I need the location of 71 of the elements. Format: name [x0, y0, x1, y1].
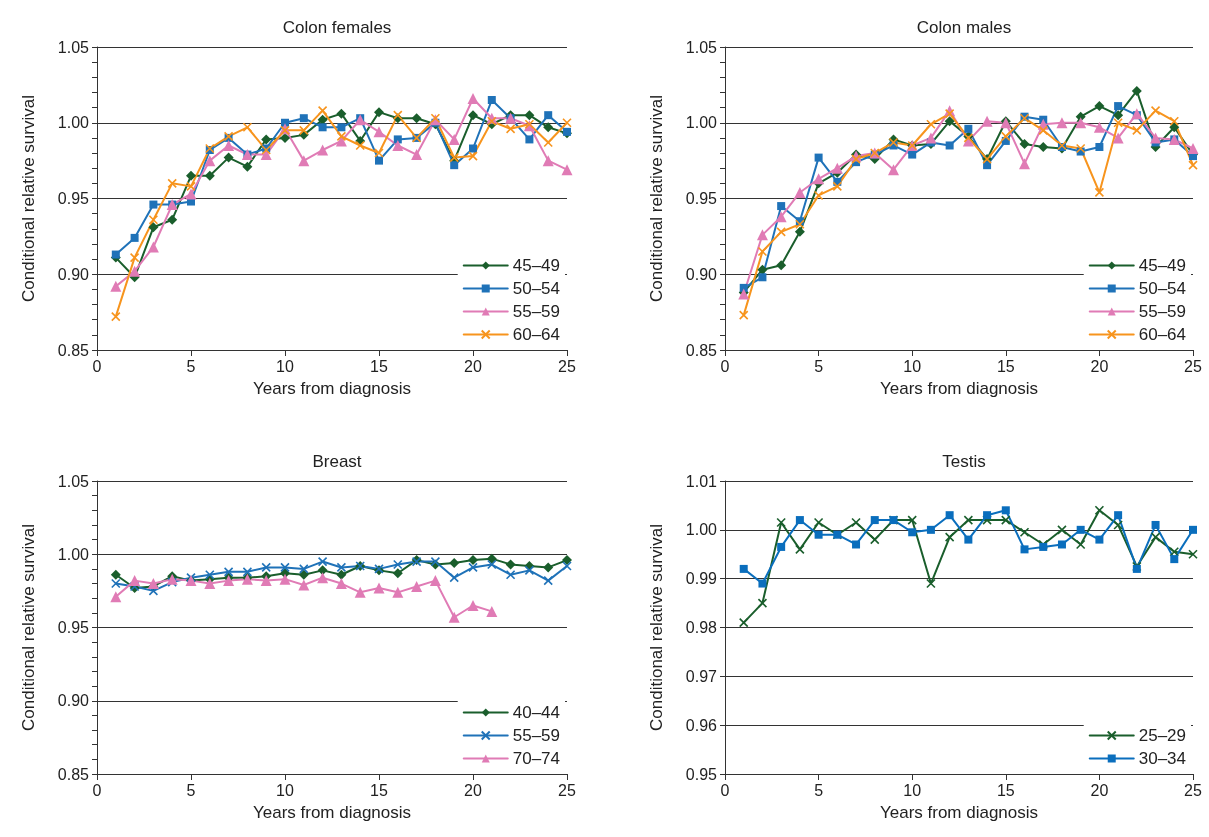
y-axis-title: Conditional relative survival	[647, 95, 666, 302]
x-axis-title: Years from diagnosis	[252, 379, 412, 398]
y-tick-label: 1.05	[57, 38, 90, 56]
y-tick-label: 0.95	[57, 190, 90, 207]
y-tick-label: 0.95	[685, 190, 718, 207]
chart-title: Colon females	[282, 18, 392, 37]
y-tick-label: 0.99	[685, 570, 718, 588]
y-tick-label: 0.85	[57, 341, 90, 359]
legend-label: 70–74	[512, 749, 561, 768]
y-tick-label: 0.90	[685, 265, 718, 283]
x-tick-label: 5	[186, 357, 196, 375]
x-tick-label: 10	[903, 357, 922, 375]
x-tick-label: 20	[464, 781, 482, 799]
legend-label: 50–54	[512, 279, 561, 298]
legend-label: 25–29	[1138, 726, 1187, 745]
y-tick-label: 1.00	[685, 114, 718, 132]
x-tick-label: 15	[996, 357, 1015, 375]
x-tick-label: 25	[558, 357, 576, 375]
x-axis-title: Years from diagnosis	[252, 803, 412, 822]
x-tick-label: 0	[720, 781, 730, 799]
y-tick-label: 0.85	[57, 765, 90, 783]
x-tick-label: 25	[1184, 781, 1202, 799]
x-tick-label: 10	[276, 781, 294, 799]
y-tick-label: 0.96	[685, 716, 718, 734]
x-axis-title: Years from diagnosis	[879, 803, 1039, 822]
y-tick-label: 0.90	[57, 692, 90, 710]
x-tick-label: 10	[903, 781, 922, 799]
x-tick-label: 0	[92, 357, 102, 375]
legend-label: 45–49	[512, 256, 561, 275]
y-tick-label: 0.85	[685, 341, 718, 359]
y-tick-label: 1.00	[57, 545, 90, 563]
x-tick-label: 5	[186, 781, 196, 799]
y-tick-label: 1.00	[685, 521, 718, 539]
y-tick-label: 1.01	[685, 472, 718, 490]
legend-label: 30–34	[1138, 749, 1187, 768]
x-axis-title: Years from diagnosis	[879, 379, 1039, 398]
legend-label: 50–54	[1138, 279, 1187, 298]
y-tick-label: 1.00	[57, 114, 90, 132]
x-tick-label: 15	[370, 781, 388, 799]
x-tick-label: 10	[276, 357, 294, 375]
chart-title: Breast	[312, 452, 362, 471]
legend-label: 55–59	[512, 726, 561, 745]
legend-label: 55–59	[512, 302, 561, 321]
legend-label: 55–59	[1138, 302, 1187, 321]
x-tick-label: 0	[720, 357, 730, 375]
y-axis-title: Conditional relative survival	[647, 524, 666, 731]
x-tick-label: 15	[370, 357, 388, 375]
chart-title: Colon males	[916, 18, 1012, 37]
legend-label: 45–49	[1138, 256, 1187, 275]
y-tick-label: 0.90	[57, 265, 90, 283]
legend-label: 60–64	[512, 325, 561, 344]
y-tick-label: 0.95	[685, 765, 718, 783]
y-tick-label: 0.97	[685, 667, 718, 685]
x-tick-label: 0	[92, 781, 102, 799]
y-tick-label: 1.05	[685, 38, 718, 56]
legend-label: 40–44	[512, 703, 561, 722]
x-tick-label: 5	[814, 357, 824, 375]
y-tick-label: 0.95	[57, 619, 90, 636]
x-tick-label: 25	[558, 781, 576, 799]
x-tick-label: 20	[464, 357, 482, 375]
y-axis-title: Conditional relative survival	[19, 95, 38, 302]
y-tick-label: 0.98	[685, 619, 718, 636]
x-tick-label: 20	[1090, 357, 1109, 375]
legend-label: 60–64	[1138, 325, 1187, 344]
y-tick-label: 1.05	[57, 472, 90, 490]
x-tick-label: 5	[814, 781, 824, 799]
chart-title: Testis	[942, 452, 986, 471]
x-tick-label: 25	[1184, 357, 1202, 375]
x-tick-label: 15	[996, 781, 1015, 799]
y-axis-title: Conditional relative survival	[19, 524, 38, 731]
x-tick-label: 20	[1090, 781, 1109, 799]
